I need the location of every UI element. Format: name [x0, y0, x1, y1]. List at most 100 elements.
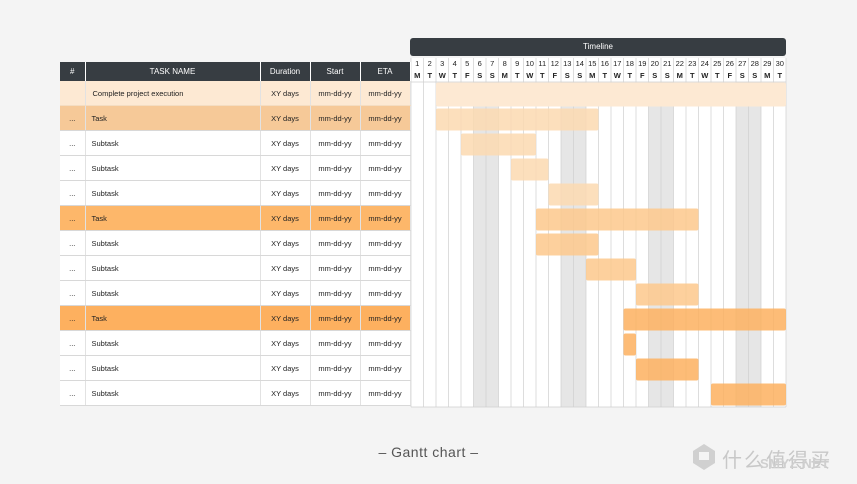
row-start: mm-dd-yy — [310, 305, 361, 331]
weekday-label: T — [777, 71, 782, 80]
row-num: ... — [60, 305, 86, 331]
weekday-label: W — [701, 71, 709, 80]
row-duration: XY days — [260, 380, 311, 406]
weekday-label: T — [602, 71, 607, 80]
day-number-label: 2 — [428, 59, 432, 68]
row-num: ... — [60, 205, 86, 231]
day-number-label: 28 — [751, 59, 759, 68]
watermark-sub: SMYZ.NET — [760, 456, 830, 471]
weekday-label: M — [589, 71, 595, 80]
weekday-label: S — [577, 71, 582, 80]
weekend-shade — [661, 82, 674, 407]
weekend-shade — [748, 82, 761, 407]
row-num: ... — [60, 155, 86, 181]
day-number-label: 19 — [638, 59, 646, 68]
row-duration: XY days — [260, 155, 311, 181]
row-task-name: Task — [85, 105, 261, 131]
subtask-row: ... Subtask XY days mm-dd-yy mm-dd-yy — [60, 255, 411, 281]
timeline-banner: Timeline — [410, 38, 786, 56]
project-row: Complete project execution XY days mm-dd-y… — [60, 81, 411, 106]
weekday-label: M — [764, 71, 770, 80]
gantt-bar — [548, 183, 599, 206]
day-number-label: 16 — [601, 59, 609, 68]
row-duration: XY days — [260, 105, 311, 131]
weekend-shade — [486, 82, 499, 407]
weekday-label: S — [665, 71, 670, 80]
row-duration: XY days — [260, 130, 311, 156]
weekday-label: T — [540, 71, 545, 80]
weekend-shade — [648, 82, 661, 407]
row-task-name: Subtask — [85, 330, 261, 356]
day-number-label: 21 — [663, 59, 671, 68]
row-start: mm-dd-yy — [310, 180, 361, 206]
row-task-name: Complete project execution — [85, 81, 261, 106]
watermark-text: 什么值得买 — [722, 450, 832, 472]
gantt-bar — [436, 82, 786, 107]
gantt-bar — [636, 358, 699, 381]
row-eta: mm-dd-yy — [360, 330, 411, 356]
row-eta: mm-dd-yy — [360, 81, 411, 106]
row-num: ... — [60, 130, 86, 156]
subtask-row: ... Subtask XY days mm-dd-yy mm-dd-yy — [60, 130, 411, 156]
day-number-label: 25 — [713, 59, 721, 68]
row-task-name: Subtask — [85, 255, 261, 281]
header-start: Start — [310, 62, 361, 81]
day-number-label: 27 — [738, 59, 746, 68]
weekday-label: T — [690, 71, 695, 80]
gantt-bar — [636, 283, 699, 306]
row-start: mm-dd-yy — [310, 330, 361, 356]
day-number-label: 8 — [503, 59, 507, 68]
weekday-label: S — [740, 71, 745, 80]
row-duration: XY days — [260, 305, 311, 331]
weekday-label: M — [502, 71, 508, 80]
weekday-label: F — [552, 71, 557, 80]
weekday-label: F — [640, 71, 645, 80]
row-start: mm-dd-yy — [310, 130, 361, 156]
weekday-label: T — [452, 71, 457, 80]
watermark-logo: 什么值得买 SMYZ.NET — [688, 440, 848, 476]
task-table: # TASK NAME Duration Start ETA Complete … — [60, 62, 411, 406]
weekday-label: S — [652, 71, 657, 80]
weekday-label: M — [414, 71, 420, 80]
weekday-label: M — [677, 71, 683, 80]
day-number-label: 24 — [701, 59, 709, 68]
gantt-bar — [536, 233, 599, 256]
row-task-name: Subtask — [85, 355, 261, 381]
gantt-bar — [536, 208, 699, 231]
row-task-name: Subtask — [85, 280, 261, 306]
row-eta: mm-dd-yy — [360, 355, 411, 381]
row-duration: XY days — [260, 180, 311, 206]
subtask-row: ... Subtask XY days mm-dd-yy mm-dd-yy — [60, 355, 411, 381]
subtask-row: ... Subtask XY days mm-dd-yy mm-dd-yy — [60, 180, 411, 206]
row-num: ... — [60, 180, 86, 206]
day-number-label: 1 — [415, 59, 419, 68]
day-number-label: 14 — [576, 59, 584, 68]
row-num: ... — [60, 280, 86, 306]
weekday-label: F — [465, 71, 470, 80]
day-number-label: 30 — [776, 59, 784, 68]
row-task-name: Subtask — [85, 155, 261, 181]
header-task-name: TASK NAME — [85, 62, 261, 81]
header-duration: Duration — [260, 62, 311, 81]
day-number-label: 20 — [651, 59, 659, 68]
task-row: ... Task XY days mm-dd-yy mm-dd-yy — [60, 105, 411, 131]
day-number-label: 13 — [563, 59, 571, 68]
row-duration: XY days — [260, 280, 311, 306]
row-start: mm-dd-yy — [310, 230, 361, 256]
weekday-label: T — [627, 71, 632, 80]
row-num — [60, 81, 86, 106]
day-number-label: 11 — [538, 59, 546, 68]
row-eta: mm-dd-yy — [360, 230, 411, 256]
weekday-label: F — [727, 71, 732, 80]
gantt-bar — [623, 308, 786, 331]
row-num: ... — [60, 255, 86, 281]
day-number-label: 29 — [763, 59, 771, 68]
row-eta: mm-dd-yy — [360, 205, 411, 231]
weekday-label: S — [752, 71, 757, 80]
row-start: mm-dd-yy — [310, 255, 361, 281]
day-number-label: 26 — [726, 59, 734, 68]
day-number-label: 6 — [478, 59, 482, 68]
task-row: ... Task XY days mm-dd-yy mm-dd-yy — [60, 205, 411, 231]
row-task-name: Subtask — [85, 180, 261, 206]
row-num: ... — [60, 355, 86, 381]
